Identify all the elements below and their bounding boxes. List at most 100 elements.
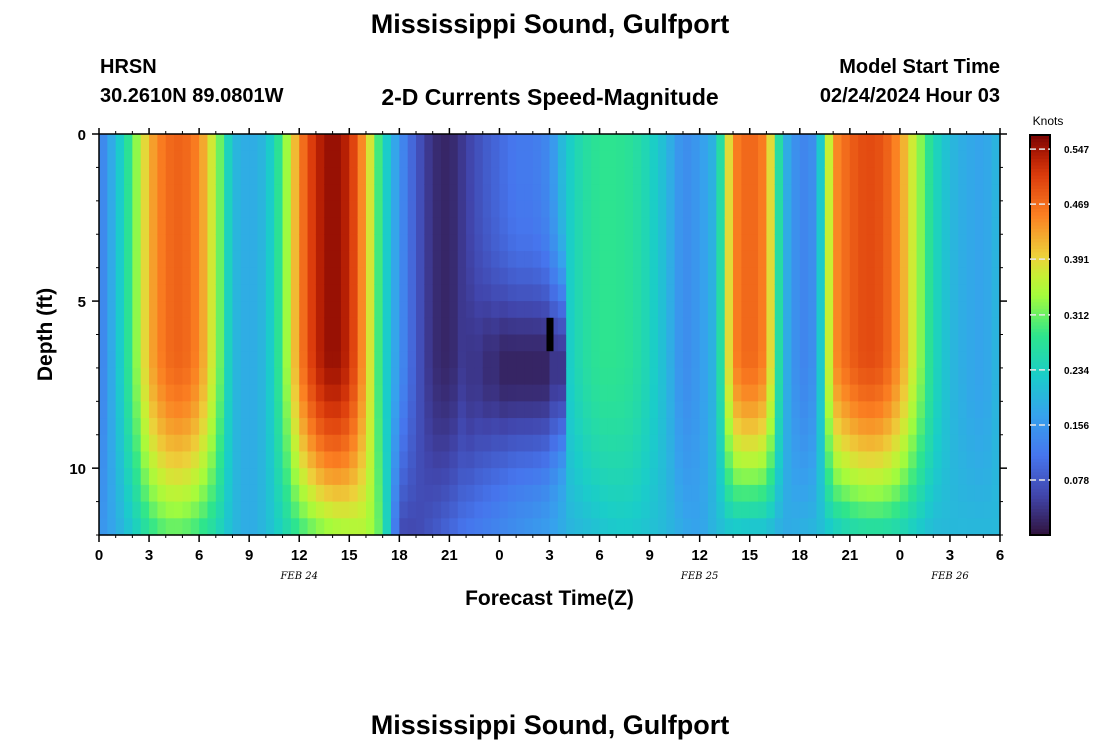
- heatmap-cell: [374, 384, 384, 402]
- heatmap-cell: [449, 501, 459, 519]
- heatmap-cell: [466, 401, 476, 419]
- heatmap-cell: [808, 434, 818, 453]
- heatmap-cell: [382, 184, 392, 202]
- heatmap-cell: [933, 184, 943, 202]
- heatmap-cell: [491, 434, 501, 453]
- heatmap-cell: [274, 484, 284, 503]
- heatmap-cell: [991, 317, 1001, 336]
- heatmap-cell: [607, 200, 617, 219]
- heatmap-cell: [749, 434, 759, 453]
- heatmap-cell: [491, 468, 501, 486]
- heatmap-cell: [649, 167, 659, 185]
- heatmap-cell: [140, 451, 150, 469]
- heatmap-cell: [499, 367, 509, 386]
- heatmap-cell: [866, 501, 876, 519]
- heatmap-cell: [891, 317, 901, 336]
- heatmap-cell: [416, 367, 425, 386]
- heatmap-cell: [799, 284, 809, 302]
- heatmap-cell: [524, 484, 534, 503]
- heatmap-cell: [974, 234, 984, 252]
- heatmap-cell: [249, 134, 259, 152]
- heatmap-cell: [190, 234, 200, 252]
- colorbar-segment: [1030, 491, 1050, 496]
- heatmap-cell: [307, 434, 317, 453]
- heatmap-cell: [966, 451, 976, 469]
- heatmap-cell: [566, 468, 576, 486]
- heatmap-cell: [908, 267, 918, 285]
- heatmap-cell: [607, 518, 617, 536]
- heatmap-cell: [682, 250, 692, 269]
- heatmap-cell: [841, 134, 851, 152]
- heatmap-cell: [891, 334, 901, 352]
- heatmap-cell: [616, 200, 626, 219]
- heatmap-cell: [516, 150, 526, 169]
- heatmap-cell: [399, 518, 409, 536]
- heatmap-cell: [958, 150, 968, 169]
- heatmap-cell: [416, 317, 425, 336]
- heatmap-cell: [340, 284, 350, 302]
- heatmap-cell: [532, 451, 542, 469]
- heatmap-cell: [157, 284, 167, 302]
- heatmap-cell: [149, 167, 158, 185]
- heatmap-cell: [432, 468, 442, 486]
- heatmap-cell: [516, 250, 526, 269]
- heatmap-cell: [908, 200, 918, 219]
- heatmap-cell: [457, 134, 467, 152]
- heatmap-cell: [132, 367, 142, 386]
- heatmap-cell: [374, 334, 384, 352]
- heatmap-cell: [290, 167, 300, 185]
- heatmap-cell: [699, 501, 709, 519]
- heatmap-cell: [224, 401, 234, 419]
- heatmap-cell: [899, 167, 909, 185]
- heatmap-cell: [257, 301, 267, 319]
- heatmap-cell: [733, 501, 742, 519]
- heatmap-cell: [624, 284, 634, 302]
- heatmap-cell: [174, 184, 184, 202]
- heatmap-cell: [607, 150, 617, 169]
- heatmap-cell: [991, 167, 1001, 185]
- heatmap-cell: [833, 351, 843, 369]
- heatmap-cell: [841, 351, 851, 369]
- heatmap-cell: [991, 250, 1001, 269]
- heatmap-cell: [491, 150, 501, 169]
- heatmap-cell: [557, 401, 567, 419]
- heatmap-cell: [432, 301, 442, 319]
- heatmap-cell: [399, 501, 409, 519]
- heatmap-cell: [841, 217, 851, 235]
- heatmap-cell: [741, 468, 751, 486]
- heatmap-cell: [307, 484, 317, 503]
- heatmap-cell: [474, 401, 484, 419]
- heatmap-cell: [466, 250, 476, 269]
- heatmap-cell: [257, 167, 267, 185]
- heatmap-cell: [107, 150, 117, 169]
- heatmap-cell: [774, 200, 784, 219]
- heatmap-cell: [382, 468, 392, 486]
- heatmap-cell: [549, 301, 559, 319]
- heatmap-cell: [557, 367, 567, 386]
- heatmap-cell: [641, 184, 651, 202]
- heatmap-cell: [582, 367, 592, 386]
- colorbar-segment: [1030, 365, 1050, 369]
- heatmap-cell: [474, 518, 484, 536]
- heatmap-cell: [232, 134, 242, 152]
- heatmap-cell: [199, 200, 209, 219]
- heatmap-cell: [691, 284, 701, 302]
- heatmap-cell: [507, 317, 517, 336]
- heatmap-cell: [808, 317, 818, 336]
- heatmap-cell: [215, 184, 225, 202]
- heatmap-cell: [916, 301, 926, 319]
- heatmap-cell: [691, 184, 701, 202]
- colorbar-segment: [1030, 468, 1050, 473]
- heatmap-cell: [691, 518, 701, 536]
- heatmap-cell: [290, 451, 300, 469]
- heatmap-cell: [340, 267, 350, 285]
- heatmap-cell: [949, 234, 959, 252]
- heatmap-cell: [924, 267, 934, 285]
- heatmap-cell: [916, 284, 926, 302]
- heatmap-cell: [983, 217, 993, 235]
- heatmap-cell: [758, 184, 767, 202]
- heatmap-cell: [282, 167, 292, 185]
- heatmap-cell: [240, 167, 250, 185]
- heatmap-cell: [582, 401, 592, 419]
- heatmap-cell: [332, 250, 342, 269]
